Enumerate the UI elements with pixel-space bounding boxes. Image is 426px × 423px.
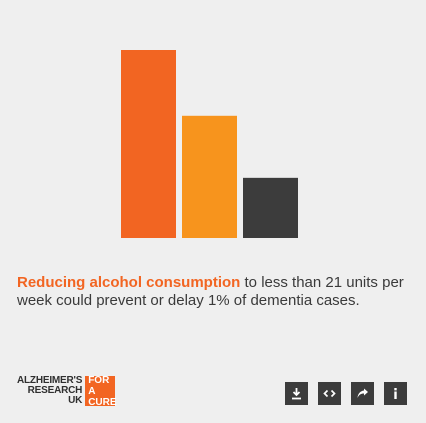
logo-badge-line-2: CURE	[88, 396, 117, 408]
alzheimers-research-uk-logo[interactable]: ALZHEIMER'S RESEARCH UK FOR A CURE	[17, 374, 117, 408]
logo-badge-line-1: FOR A	[88, 374, 110, 397]
caption-rest: to less than 21 units per week could pre…	[17, 274, 404, 309]
caption-text: Reducing alcohol consumption to less tha…	[17, 274, 417, 310]
download-icon	[292, 388, 301, 400]
share-button[interactable]	[351, 382, 374, 405]
logo-line-3: UK	[68, 395, 83, 406]
bar-1	[121, 50, 176, 238]
logo-badge: FOR A CURE	[85, 374, 117, 408]
bar-chart	[121, 50, 298, 238]
download-button[interactable]	[285, 382, 308, 405]
share-icon	[357, 388, 368, 398]
info-button[interactable]	[384, 382, 407, 405]
bar-3	[243, 177, 298, 238]
logo-wordmark: ALZHEIMER'S RESEARCH UK	[17, 376, 82, 406]
embed-code-icon	[323, 389, 336, 398]
toolbar	[285, 382, 407, 405]
caption-highlight: Reducing alcohol consumption	[17, 274, 241, 291]
info-icon	[394, 388, 397, 399]
bar-2	[182, 115, 237, 238]
logo-line-2: RESEARCH	[27, 385, 83, 396]
embed-button[interactable]	[318, 382, 341, 405]
logo-line-1: ALZHEIMER'S	[17, 375, 83, 386]
